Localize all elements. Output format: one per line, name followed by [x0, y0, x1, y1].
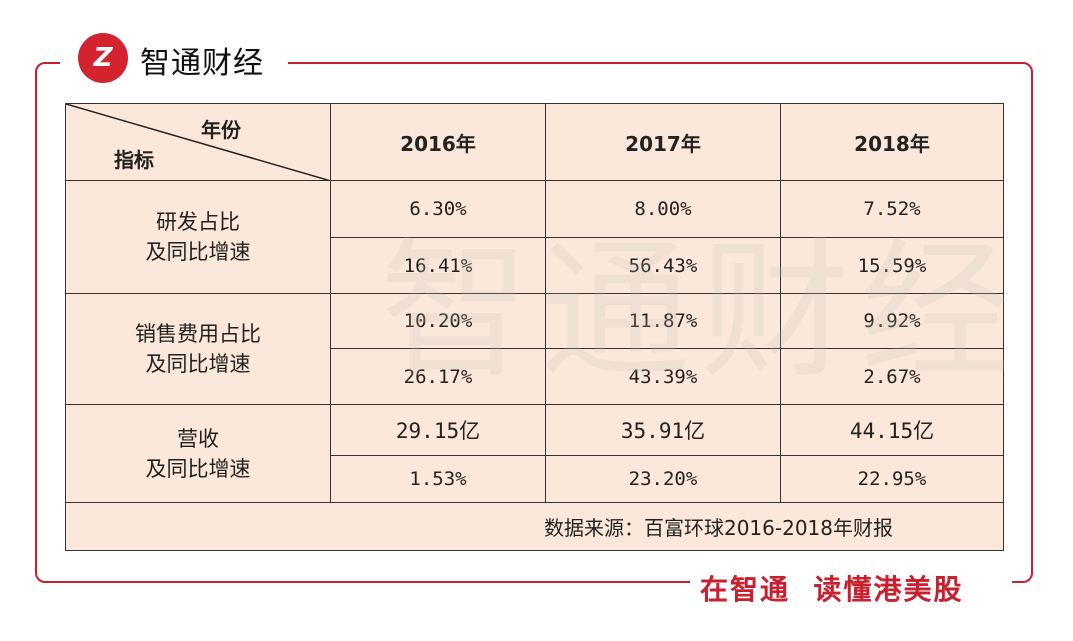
diagonal-line	[66, 104, 331, 181]
cell: 26.17%	[330, 348, 546, 405]
cell: 16.41%	[330, 237, 546, 294]
table-row: 1.53% 23.20% 22.95%	[66, 455, 1004, 503]
label-line: 及同比增速	[145, 352, 251, 376]
cell: 22.95%	[780, 455, 1004, 503]
slogan: 在智通 读懂港美股	[700, 573, 964, 606]
cell: 11.87%	[545, 293, 781, 349]
row-label: 销售费用占比 及同比增速	[65, 293, 331, 405]
corner-indicator: 指标	[114, 148, 154, 172]
cell: 6.30%	[330, 180, 546, 238]
cell: 7.52%	[780, 180, 1004, 238]
corner-year: 年份	[201, 118, 241, 142]
cell: 44.15亿	[780, 404, 1004, 456]
cell: 9.92%	[780, 293, 1004, 349]
label-line: 营收	[177, 426, 219, 451]
row-label: 研发占比 及同比增速	[65, 180, 331, 294]
label-line: 销售费用占比	[135, 322, 261, 346]
cell: 35.91亿	[545, 404, 781, 456]
source-note: 数据来源：百富环球2016-2018年财报	[65, 502, 1004, 551]
table-row: 研发占比及同比增速 6.30% 8.00% 7.52%	[65, 180, 1004, 294]
table-row: 26.17% 43.39% 2.67%	[66, 348, 1004, 405]
cell: 10.20%	[330, 293, 546, 349]
cell: 43.39%	[545, 348, 781, 405]
brand-name: 智通财经	[140, 46, 264, 81]
year-header: 2017年	[545, 103, 781, 181]
frame-gap	[690, 570, 1012, 598]
label-line: 及同比增速	[145, 240, 251, 264]
cell: 1.53%	[330, 455, 546, 503]
table-row: 16.41% 56.43% 15.59%	[66, 237, 1004, 294]
year-header: 2016年	[330, 103, 546, 181]
cell: 56.43%	[545, 237, 781, 294]
cell: 29.15亿	[330, 404, 546, 456]
cell: 23.20%	[545, 455, 781, 503]
red-frame	[35, 62, 1033, 583]
header-row: 年份 指标 2016年 2017年 2018年	[65, 103, 1004, 181]
data-table: 年份 指标 2016年 2017年 2018年 研发占比及同比增速 6.30% …	[65, 103, 1004, 551]
source-row: 数据来源：百富环球2016-2018年财报	[65, 502, 1004, 551]
table-row: 营收及同比增速 29.15亿 35.91亿 44.15亿	[65, 404, 1004, 503]
label-line: 研发占比	[156, 210, 240, 234]
brand-logo-icon: Z	[78, 33, 128, 83]
cell: 8.00%	[545, 180, 781, 238]
year-header: 2018年	[780, 103, 1004, 181]
corner-cell: 年份 指标	[65, 103, 331, 181]
label-line: 及同比增速	[145, 456, 251, 481]
cell: 2.67%	[780, 348, 1004, 405]
row-label: 营收 及同比增速	[65, 404, 331, 503]
cell: 15.59%	[780, 237, 1004, 294]
table-row: 销售费用占比 及同比增速 10.20% 11.87% 9.92%	[65, 293, 1004, 405]
